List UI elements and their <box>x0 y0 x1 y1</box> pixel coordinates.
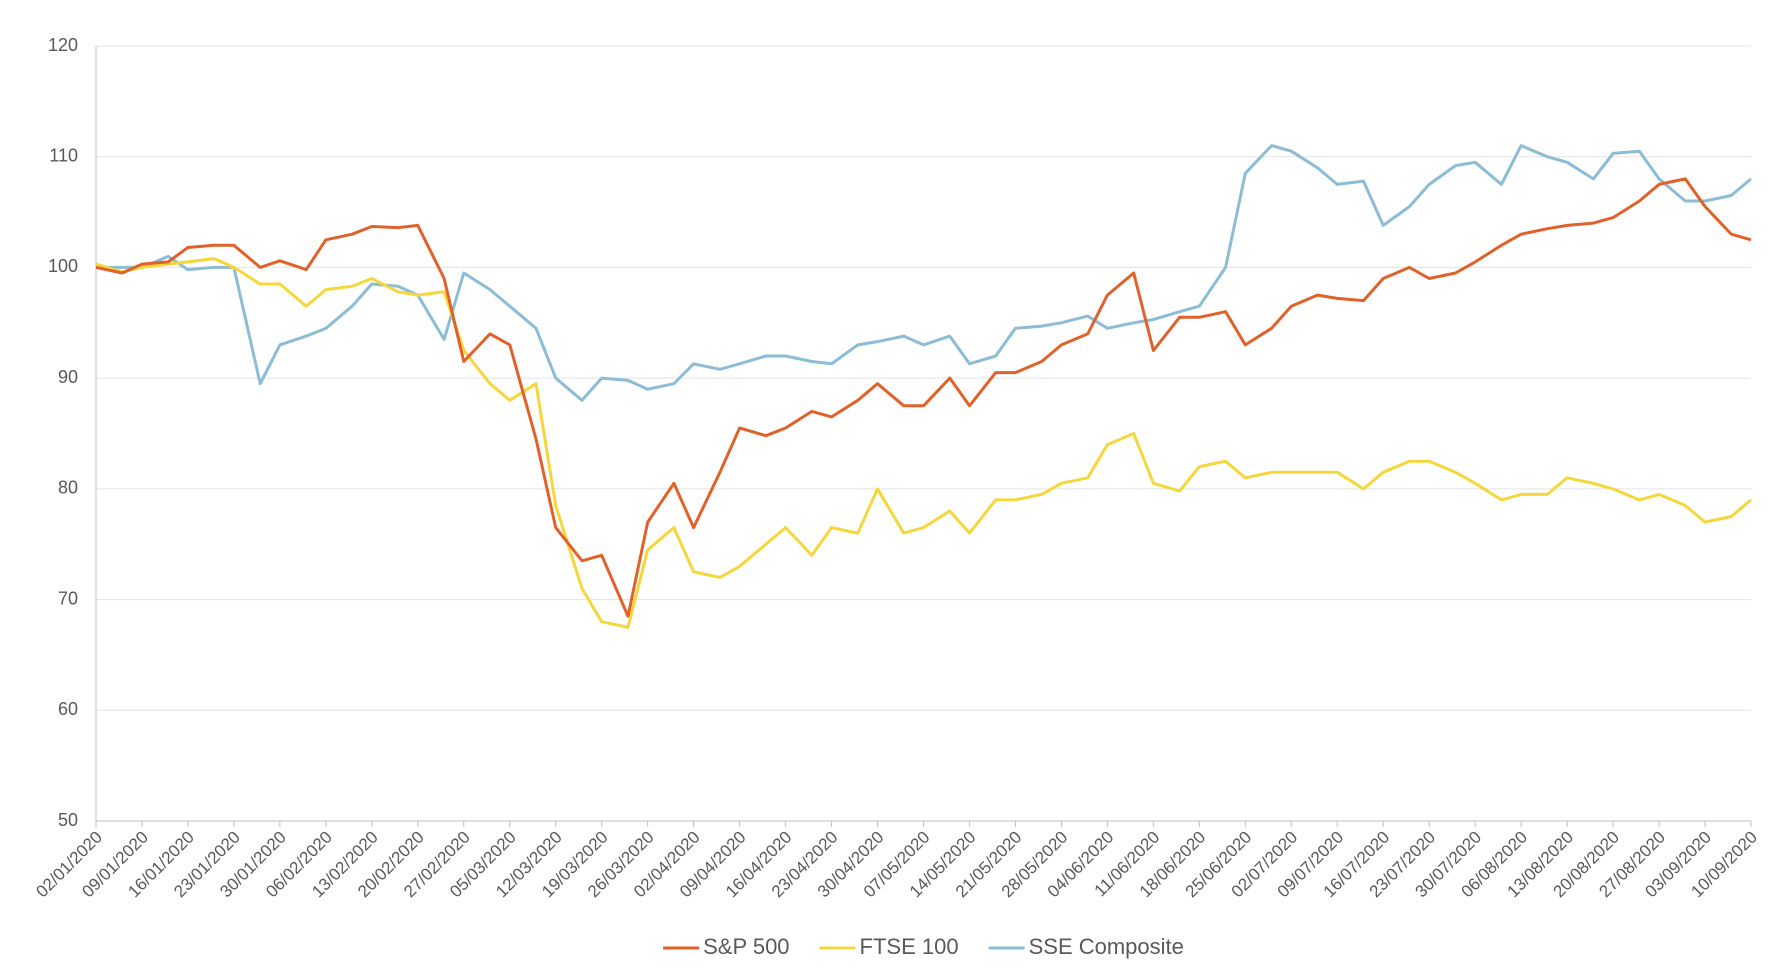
y-tick-label: 60 <box>58 699 78 719</box>
series-line <box>95 177 1752 618</box>
legend-label: FTSE 100 <box>860 934 959 959</box>
y-tick-label: 70 <box>58 588 78 608</box>
series-line <box>96 144 1752 402</box>
legend-label: SSE Composite <box>1029 934 1184 959</box>
legend-label: S&P 500 <box>703 934 789 959</box>
y-tick-label: 120 <box>48 35 78 55</box>
series-line <box>95 257 1752 629</box>
y-tick-label: 80 <box>58 478 78 498</box>
y-tick-label: 90 <box>58 367 78 387</box>
legend: S&P 500 FTSE 100 SSE Composite <box>663 934 1184 959</box>
y-tick-label: 100 <box>48 256 78 276</box>
y-tick-label: 110 <box>49 145 78 165</box>
y-tick-label: 50 <box>58 810 78 830</box>
